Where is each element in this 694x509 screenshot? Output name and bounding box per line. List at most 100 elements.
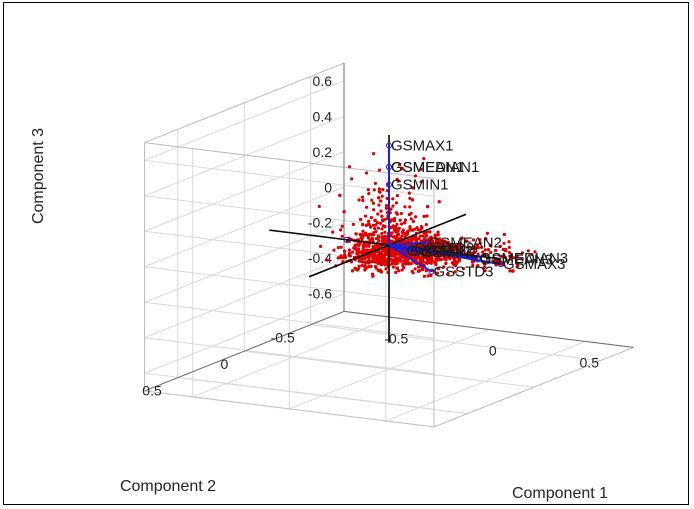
data-point [413, 237, 417, 241]
data-point [508, 254, 512, 258]
data-point [384, 204, 389, 208]
variable-label: GSMEAN1 [391, 159, 464, 176]
data-point [421, 234, 425, 238]
y-tick-label: 0 [220, 356, 228, 372]
data-point [369, 254, 373, 258]
data-point [488, 243, 492, 247]
data-point [374, 264, 378, 269]
data-point [372, 231, 376, 235]
data-point [438, 244, 442, 248]
data-point [476, 264, 480, 268]
data-point [359, 217, 363, 222]
data-point [366, 236, 371, 240]
data-point [407, 191, 411, 195]
data-point [379, 262, 383, 266]
gridline [177, 377, 468, 415]
data-point [393, 249, 397, 254]
data-point [365, 205, 369, 209]
data-point [461, 267, 465, 271]
variable-vectors [343, 142, 504, 275]
data-point [376, 226, 380, 230]
data-point [418, 228, 422, 232]
axes-box [144, 62, 634, 428]
y-axis-line [144, 310, 345, 392]
loading-marker [401, 247, 408, 254]
data-point [317, 204, 321, 208]
data-point [361, 247, 365, 251]
data-point [409, 228, 414, 232]
data-point [389, 207, 393, 211]
data-point [423, 251, 427, 255]
data-point [381, 188, 385, 192]
tick-labels: -0.6 -0.4 -0.2 0 0.2 0.4 0.6 -0.5 0 0.5 -0.5 0 0.5 [142, 73, 599, 399]
data-point [357, 264, 361, 268]
data-point [447, 243, 451, 247]
data-point [489, 250, 493, 255]
data-point [398, 218, 402, 222]
data-point [376, 250, 380, 254]
data-point [428, 230, 432, 234]
data-point [394, 230, 398, 234]
gridline [244, 350, 534, 388]
data-point [453, 244, 457, 248]
z-tick-label: 0 [324, 179, 332, 195]
data-point [408, 205, 412, 209]
data-point [434, 243, 439, 247]
data-point [332, 248, 336, 252]
data-point [394, 270, 398, 274]
data-point [391, 197, 395, 201]
variable-label: GSSTD1 [406, 242, 466, 259]
data-point [446, 240, 450, 244]
data-point [367, 192, 371, 196]
loading-vector [388, 244, 432, 273]
data-point [441, 244, 445, 248]
data-point [369, 216, 373, 220]
x-axis-line [343, 310, 634, 348]
loading-marker [386, 142, 392, 149]
data-point [377, 203, 381, 207]
box-edge [433, 346, 634, 428]
data-point [399, 211, 403, 216]
gridline [144, 186, 345, 268]
data-point [319, 244, 323, 248]
data-point [436, 239, 440, 243]
data-point [504, 247, 508, 252]
data-point [343, 249, 347, 253]
data-point [356, 242, 360, 246]
box-edge [144, 142, 435, 180]
data-point [437, 200, 441, 204]
data-point [424, 231, 428, 236]
data-point [381, 249, 385, 253]
data-point [360, 195, 364, 199]
z-tick-label: -0.4 [308, 250, 332, 266]
data-point [451, 256, 456, 260]
figure-frame [3, 2, 689, 505]
data-point [526, 249, 530, 253]
data-point [384, 267, 388, 271]
data-point [366, 259, 371, 263]
data-point [413, 267, 417, 271]
data-point [465, 239, 469, 243]
loading-marker [343, 236, 350, 243]
data-point [425, 257, 429, 261]
data-point [458, 241, 462, 245]
data-point [494, 248, 498, 253]
data-point [377, 239, 381, 243]
variable-label: GSMAX3 [503, 256, 566, 273]
data-point [423, 254, 427, 259]
data-point [462, 249, 466, 253]
data-point [341, 255, 345, 259]
data-point [390, 231, 394, 235]
data-point [453, 259, 457, 263]
data-point [471, 263, 475, 267]
data-point [471, 238, 476, 242]
data-point [434, 253, 438, 257]
data-point [362, 255, 366, 259]
data-point [408, 196, 412, 200]
variable-label: GSSTD2 [414, 240, 474, 257]
data-point [429, 273, 433, 277]
loading-marker [474, 254, 481, 261]
data-point [394, 238, 398, 242]
